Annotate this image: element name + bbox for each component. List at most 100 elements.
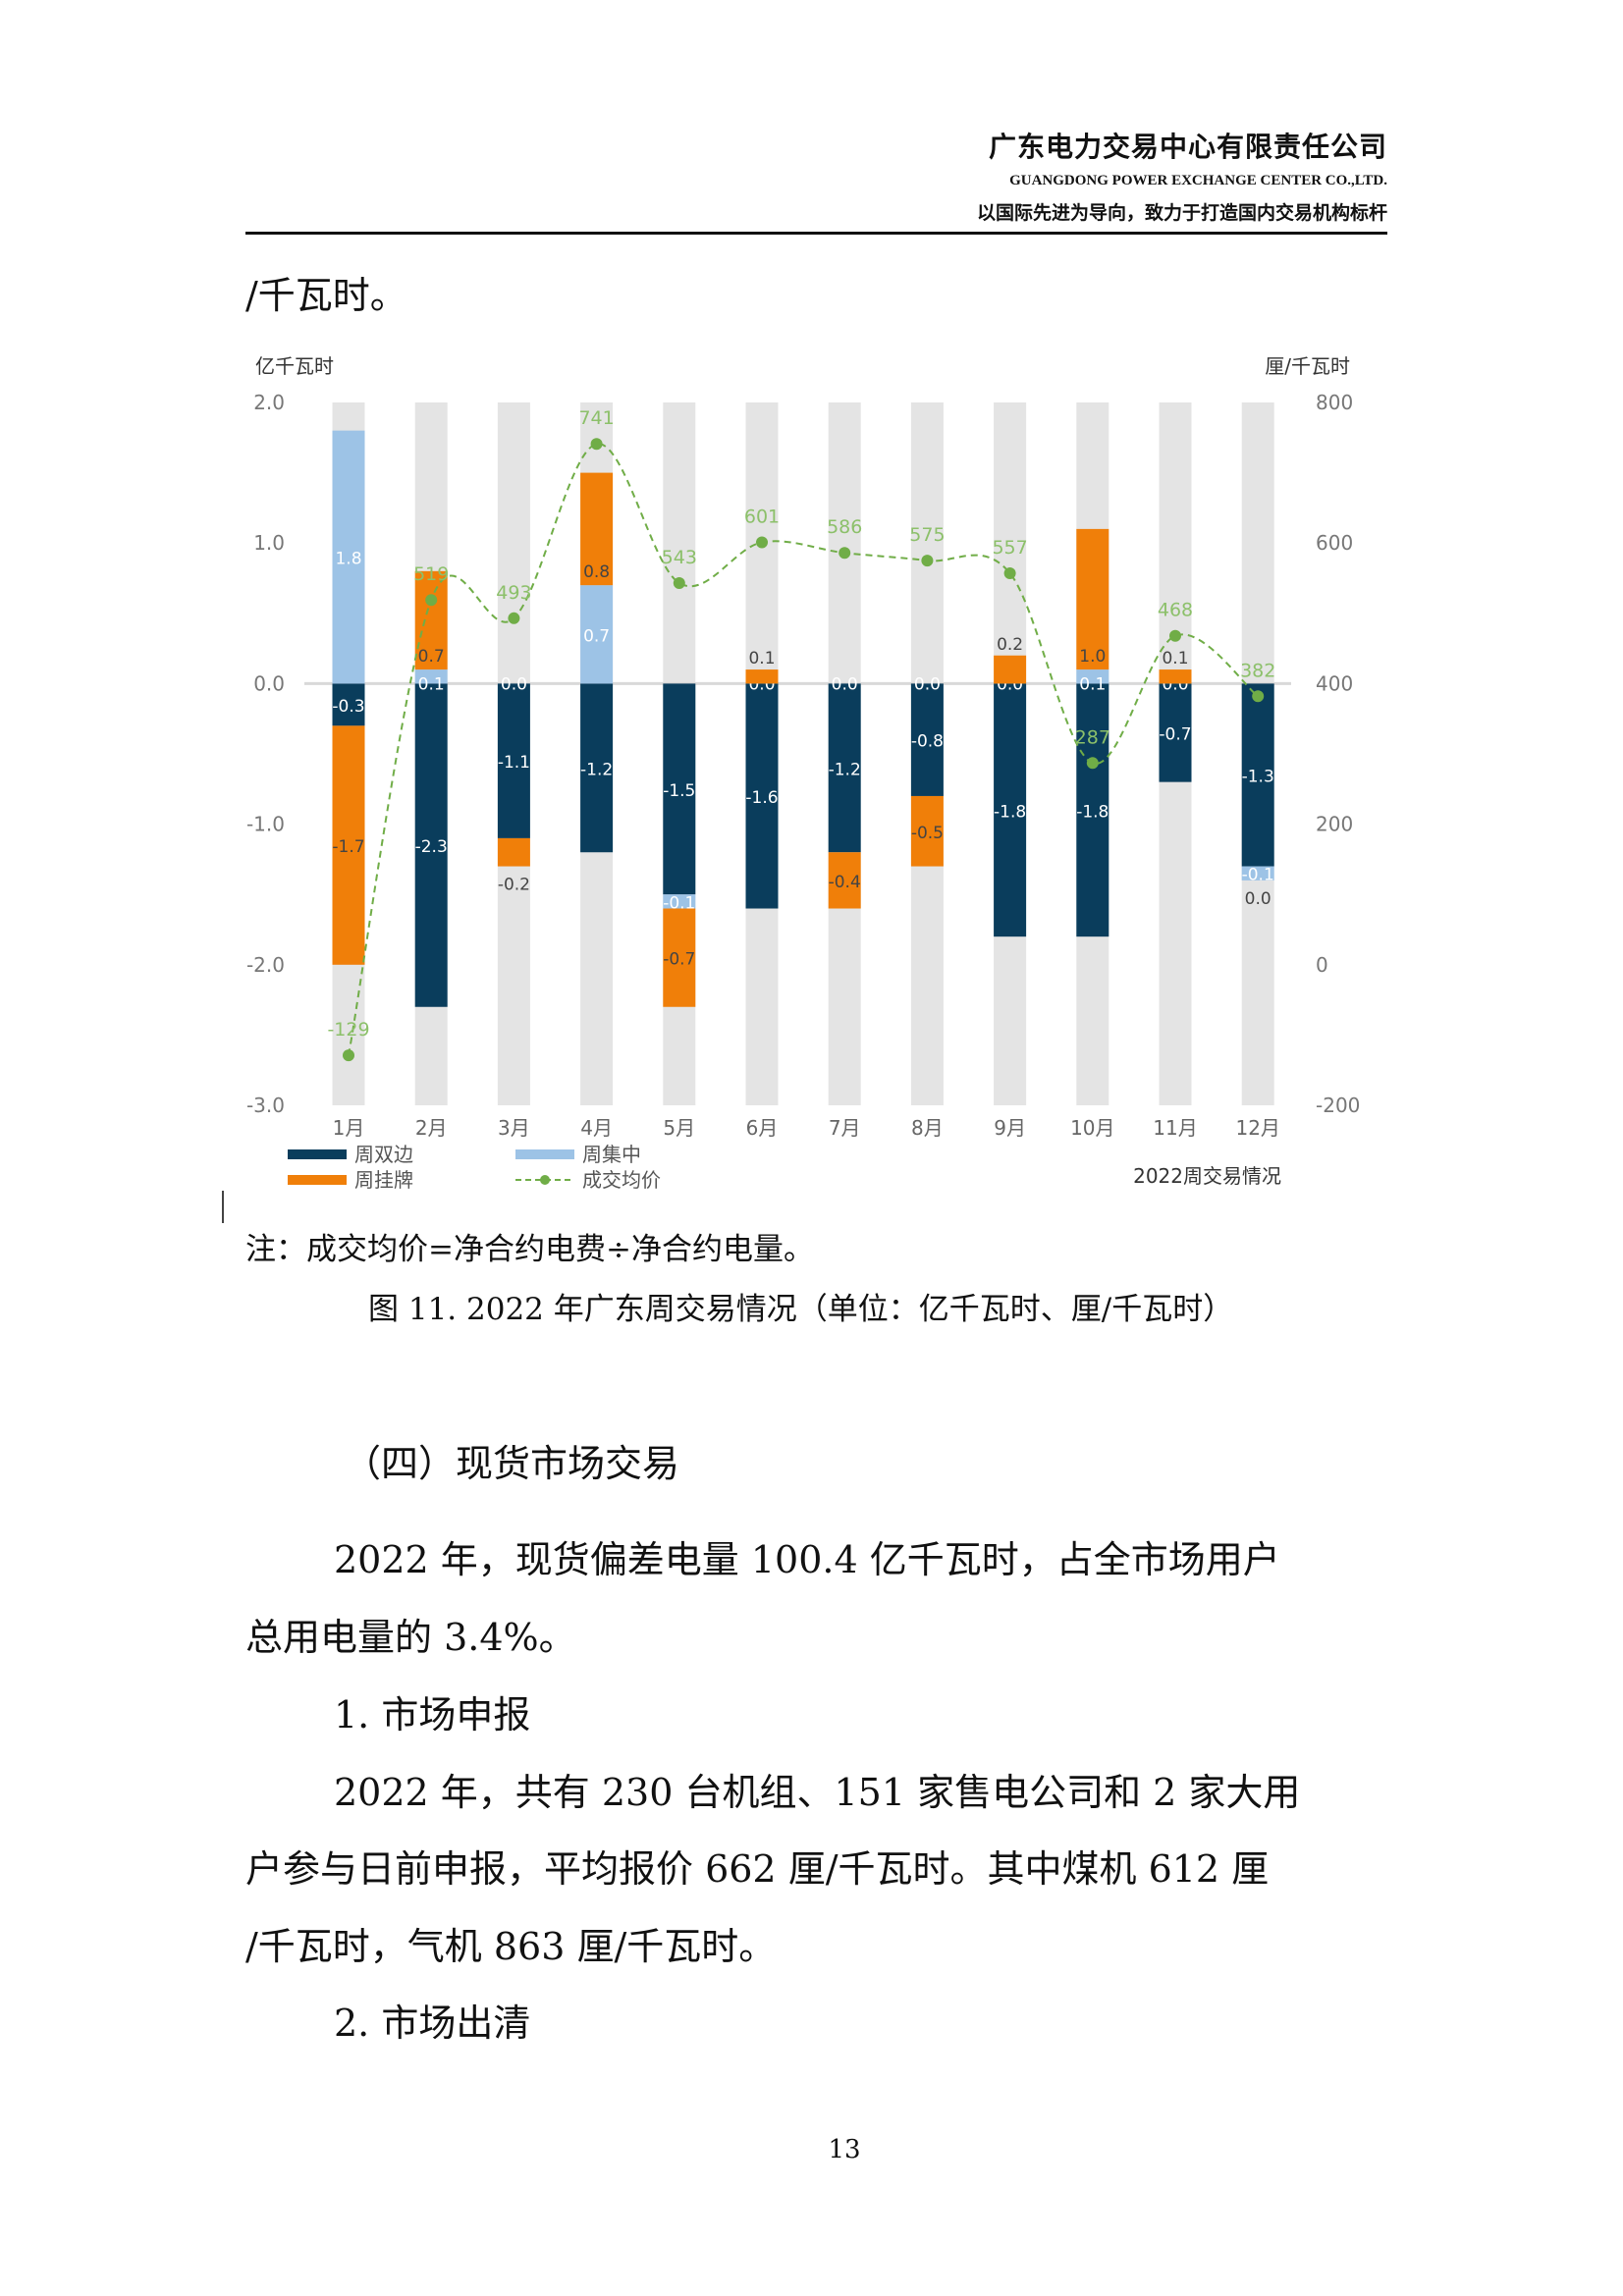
- price-label: 493: [496, 582, 531, 604]
- page-number: 13: [828, 2135, 861, 2164]
- data-label: -2.3: [415, 837, 448, 857]
- bar-segment-周双边: [910, 683, 944, 796]
- y-tick-label: 2.0: [253, 391, 285, 414]
- bar-segment-周双边: [332, 683, 365, 726]
- subheading-market-clearing: 2. 市场出清: [334, 2002, 531, 2045]
- data-label: -1.6: [745, 788, 778, 808]
- data-label: -1.8: [1076, 802, 1109, 822]
- company-name-en: GUANGDONG POWER EXCHANGE CENTER CO.,LTD.: [1009, 173, 1387, 188]
- price-label: 586: [827, 516, 862, 538]
- legend-swatch: [515, 1149, 574, 1159]
- data-label: -0.7: [1159, 725, 1191, 745]
- bar-segment-周集中: [332, 430, 365, 684]
- price-line: [348, 443, 1259, 1056]
- bar-segment-周挂牌: [497, 837, 530, 867]
- data-label: 1.8: [335, 550, 361, 569]
- chart-title: 2022周交易情况: [1133, 1164, 1281, 1188]
- price-label: 557: [992, 537, 1027, 559]
- data-label: 1.0: [1079, 647, 1106, 667]
- weekly-trading-chart: 亿千瓦时 厘/千瓦时 2.0 1.0 0.0 -1.0 -2.0 -3.0 800 600 400 2…: [246, 354, 1360, 1192]
- price-label: 601: [744, 506, 780, 527]
- data-label: 0.1: [748, 649, 775, 668]
- x-tick-label: 1月: [333, 1116, 365, 1140]
- data-label: 0.0: [914, 674, 941, 694]
- figure-caption: 图 11. 2022 年广东周交易情况（单位：亿千瓦时、厘/千瓦时）: [368, 1292, 1234, 1327]
- bar-segment-周集中: [1241, 866, 1274, 881]
- x-tick-label: 11月: [1153, 1116, 1197, 1140]
- y2-axis-label: 厘/千瓦时: [1265, 354, 1350, 378]
- bar-segment-周挂牌: [414, 570, 448, 670]
- bar-segment-周双边: [414, 683, 448, 1007]
- legend-swatch: [288, 1149, 347, 1159]
- bar-segment-周双边: [828, 683, 861, 853]
- chart-note: 注：成交均价=净合约电费÷净合约电量。: [245, 1232, 814, 1267]
- price-label: 287: [1075, 726, 1110, 748]
- price-label: 543: [662, 547, 697, 568]
- data-label: -0.4: [829, 873, 861, 892]
- y-tick-label: -3.0: [246, 1094, 285, 1117]
- bar-segment-周双边: [497, 683, 530, 838]
- bar-segment-周双边: [663, 683, 696, 895]
- price-point: [839, 547, 851, 560]
- data-label: -0.7: [663, 950, 695, 970]
- data-label: 0.1: [1079, 674, 1106, 694]
- x-tick-label: 2月: [415, 1116, 448, 1140]
- price-point: [425, 594, 438, 607]
- y-tick-label: -2.0: [246, 953, 285, 977]
- data-label: 0.1: [418, 674, 445, 694]
- price-point: [508, 612, 520, 624]
- data-label: -0.5: [911, 824, 944, 843]
- data-label: -1.2: [829, 760, 861, 779]
- data-label: 0.0: [1245, 889, 1271, 909]
- legend-label: 成交均价: [582, 1168, 661, 1192]
- legend-label: 周挂牌: [354, 1168, 413, 1192]
- paragraph-line: /千瓦时，气机 863 厘/千瓦时。: [245, 1925, 777, 1968]
- data-label: -0.1: [1242, 866, 1274, 885]
- x-tick-label: 5月: [663, 1116, 695, 1140]
- x-tick-label: 12月: [1235, 1116, 1279, 1140]
- bar-segment-周挂牌: [663, 908, 696, 1007]
- data-label: -1.5: [663, 781, 695, 801]
- bar-segment-周挂牌: [332, 725, 365, 965]
- price-label: -129: [327, 1019, 369, 1041]
- y2-tick-label: 800: [1316, 391, 1353, 414]
- bar-segment-周挂牌: [994, 655, 1027, 684]
- y-axis-label: 亿千瓦时: [255, 354, 334, 378]
- data-label: -1.7: [332, 837, 364, 857]
- price-point: [343, 1049, 354, 1062]
- data-label: 0.0: [832, 674, 858, 694]
- y-tick-label: -1.0: [246, 813, 285, 836]
- data-label: -0.8: [911, 732, 944, 752]
- legend-swatch-point: [540, 1175, 550, 1185]
- legend-label: 周集中: [582, 1143, 641, 1166]
- data-label: -0.2: [498, 876, 530, 895]
- y-tick-label: 0.0: [253, 671, 285, 695]
- price-point: [1003, 566, 1016, 579]
- y2-tick-label: -200: [1316, 1094, 1360, 1117]
- bar-segment-周双边: [994, 683, 1027, 937]
- header-divider: [245, 232, 1387, 235]
- legend-label: 周双边: [354, 1143, 413, 1166]
- paragraph-line: 总用电量的 3.4%。: [245, 1616, 576, 1659]
- continuation-text: /千瓦时。: [245, 274, 407, 317]
- data-label: -0.3: [332, 697, 364, 717]
- subheading-market-declaration: 1. 市场申报: [334, 1693, 531, 1736]
- bar-segment-周集中: [1076, 669, 1109, 684]
- price-point: [673, 577, 685, 590]
- y-tick-label: 1.0: [253, 531, 285, 555]
- bar-segment-周集中: [580, 585, 614, 684]
- price-label: 575: [909, 524, 945, 546]
- price-point: [1086, 757, 1099, 770]
- bar-segment-周挂牌: [1076, 528, 1109, 670]
- data-label: 0.7: [583, 626, 610, 646]
- company-name-cn: 广东电力交易中心有限责任公司: [988, 131, 1387, 163]
- section-heading: （四）现货市场交易: [344, 1442, 680, 1485]
- paragraph-line: 2022 年，共有 230 台机组、151 家售电公司和 2 家大用: [334, 1771, 1301, 1814]
- x-tick-label: 4月: [580, 1116, 613, 1140]
- bar-segment-周双边: [1076, 683, 1109, 937]
- data-label: -1.3: [1242, 767, 1274, 786]
- y2-tick-label: 400: [1316, 671, 1353, 695]
- data-label: -1.1: [498, 753, 530, 773]
- x-tick-label: 7月: [829, 1116, 861, 1140]
- legend-swatch: [288, 1175, 347, 1185]
